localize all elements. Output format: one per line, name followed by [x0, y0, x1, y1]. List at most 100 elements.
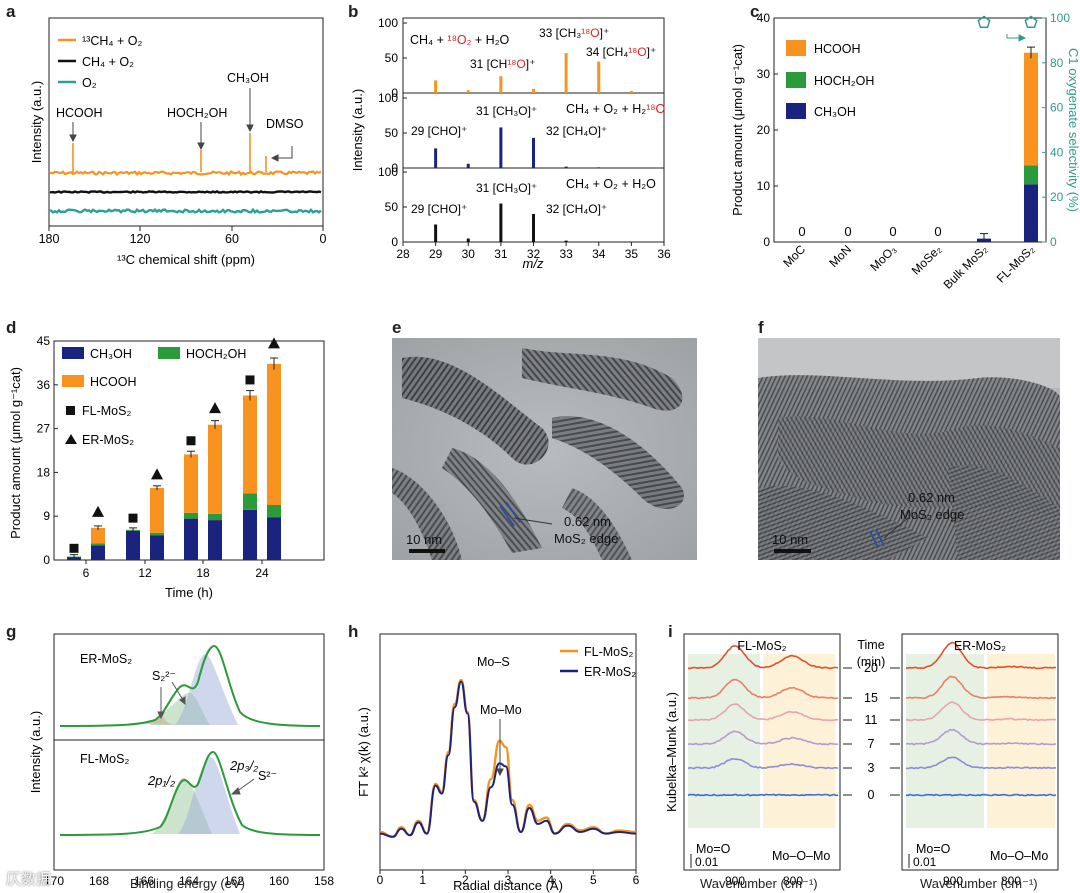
annotation-dmso: DMSO	[266, 117, 304, 131]
h-xtick-2: 2	[462, 873, 469, 887]
c-cat-5: FL-MoS₂	[994, 242, 1038, 286]
c-selectivity-5	[1024, 15, 1038, 29]
b-bar-2-mz31	[499, 127, 503, 168]
i-left-momo: Mo–O–Mo	[772, 849, 830, 863]
c-legend-hcooh: HCOOH	[814, 42, 861, 56]
c-zero-2: 0	[889, 224, 896, 239]
d-legend-fl: FL-MoS₂	[82, 404, 131, 418]
b-label-34-ch418o: 34 [CH₄¹⁸O]⁺	[586, 45, 656, 59]
g-bottom-label: FL-MoS₂	[80, 752, 129, 766]
h-xtick-0: 0	[377, 873, 384, 887]
a-xtick-0: 0	[320, 232, 327, 246]
i-right-moo: Mo=O	[916, 842, 951, 856]
c-cat-4: Bulk MoS₂	[941, 242, 991, 292]
d-ytick-18: 18	[37, 465, 51, 479]
d-ytick-45: 45	[37, 334, 51, 348]
b-xlabel: m/z	[523, 256, 544, 271]
b-ytick-3-100: 100	[378, 165, 398, 179]
b-bar-1-mz30	[466, 90, 470, 93]
c-ylabel: Product amount (μmol g⁻¹cat)	[730, 44, 745, 216]
b-ytick-3-50: 50	[385, 200, 399, 214]
g-ann-2p12: 2p₁/₂	[147, 773, 175, 788]
h-xtick-4: 4	[547, 873, 554, 887]
i-time-0: 0	[868, 788, 875, 802]
panel-c-label: c	[750, 2, 760, 21]
b-ytick-1-100: 100	[378, 16, 398, 30]
c-ytick-40: 40	[757, 11, 771, 25]
b-bar-3-mz30	[466, 238, 470, 242]
d-marker-FL-24	[245, 375, 255, 385]
i-time-7: 7	[868, 737, 875, 751]
i-left-moo: Mo=O	[696, 842, 731, 856]
h-ylabel: FT k² χ(k) (a.u.)	[356, 707, 371, 797]
d-bar-ER-12-HOCH₂OH	[150, 532, 164, 536]
c-ytick-20: 20	[757, 123, 771, 137]
i-right-trace-11	[905, 701, 1057, 722]
d-ytick-36: 36	[37, 378, 51, 392]
b2-label-31: 31 [CH₃O]⁺	[476, 104, 537, 118]
b-bar-2-mz34	[597, 167, 601, 168]
b-title-3: CH₄ + O₂ + H₂O	[566, 177, 656, 191]
panel-a-chart: ¹³CH₄ + O₂ CH₄ + O₂ O₂ HCOOH HOCH₂OH CH₃…	[29, 17, 327, 267]
b-ytick-2-100: 100	[378, 91, 398, 105]
d-bar-ER-12-HCOOH	[150, 487, 164, 533]
i-ylabel: Kubelka–Munk (a.u.)	[664, 692, 679, 812]
f-annotation-edge: MoS₂ edge	[900, 507, 965, 522]
i-time-15: 15	[864, 691, 878, 705]
legend-o2: O₂	[82, 76, 97, 90]
e-scale-label: 10 nm	[406, 532, 443, 547]
h-xtick-5: 5	[590, 873, 597, 887]
d-bar-ER-12-CH₃OH	[150, 535, 164, 560]
c-cat-0: MoC	[780, 242, 808, 270]
c-bar-5-HCOOH	[1024, 52, 1038, 166]
h-xlabel: Radial distance (Å)	[453, 878, 563, 893]
c-ytick-r-20: 20	[1050, 190, 1064, 204]
i-right-trace-15	[905, 675, 1057, 700]
b-xtick-34: 34	[592, 247, 606, 261]
panel-f-label: f	[758, 318, 764, 337]
c-ytick-30: 30	[757, 67, 771, 81]
b-bar-1-mz31	[499, 76, 503, 93]
d-bar-FL-24-HCOOH	[243, 395, 257, 494]
c-right-axis-arrow	[1006, 34, 1027, 42]
d-legend-er: ER-MoS₂	[82, 433, 134, 447]
d-marker-ER-6	[92, 505, 104, 517]
h-ann-mos: Mo–S	[477, 655, 510, 669]
b-bar-1-mz35	[629, 90, 633, 93]
i-left-trace-15	[687, 678, 839, 700]
b-label-33-ch318o: 33 [CH₃¹⁸O]⁺	[539, 26, 609, 40]
b-bar-1-mz29	[434, 80, 438, 93]
b-bar-3-mz32	[532, 214, 535, 242]
b-title-2: CH₄ + O₂ + H₂¹⁸O	[566, 102, 666, 116]
h-xtick-6: 6	[633, 873, 640, 887]
c-legend-ch3oh: CH₃OH	[814, 105, 856, 119]
b-bar-3-mz31	[499, 203, 503, 242]
b3-label-29: 29 [CHO]⁺	[411, 202, 467, 216]
i-time-3: 3	[868, 761, 875, 775]
c-zero-3: 0	[934, 224, 941, 239]
panel-i-chart: FL-MoS₂ ER-MoS₂ Time (min) 20 15 11 7 3 0 Mo=…	[664, 633, 1059, 888]
d-bar-ER-6-HOCH₂OH	[91, 543, 105, 546]
b-xtick-36: 36	[657, 247, 671, 261]
b2-label-32: 32 [CH₄O]⁺	[546, 124, 607, 138]
c-bar-5-CH₃OH	[1024, 184, 1038, 242]
i-right-xtick-800: 800	[1001, 874, 1021, 888]
i-time-unit: (min)	[857, 655, 885, 669]
c-cat-2: MoO₃	[867, 242, 899, 274]
g-xlabel-visible: Binding energy (eV)	[130, 876, 245, 891]
c-ytick-r-100: 100	[1050, 11, 1070, 25]
d-legend-hoch2oh: HOCH₂OH	[186, 347, 246, 361]
c-zero-0: 0	[798, 224, 805, 239]
b-ylabel: Intensity (a.u.)	[350, 89, 365, 171]
trace-o2	[49, 207, 322, 215]
d-bar-FL-24-HOCH₂OH	[243, 493, 257, 510]
b-xtick-35: 35	[625, 247, 639, 261]
a-xlabel: ¹³C chemical shift (ppm)	[117, 252, 255, 267]
d-bar-FL-6-CH₃OH	[67, 557, 81, 560]
tem-image-f: 10 nm 0.62 nm MoS₂ edge	[758, 338, 1060, 560]
d-bar-FL-18-CH₃OH	[184, 518, 198, 560]
c-ytick-10: 10	[757, 179, 771, 193]
h-xtick-1: 1	[419, 873, 426, 887]
g-ann-2p32: 2p₃/₂	[229, 758, 258, 773]
d-legend-hcooh: HCOOH	[90, 375, 137, 389]
